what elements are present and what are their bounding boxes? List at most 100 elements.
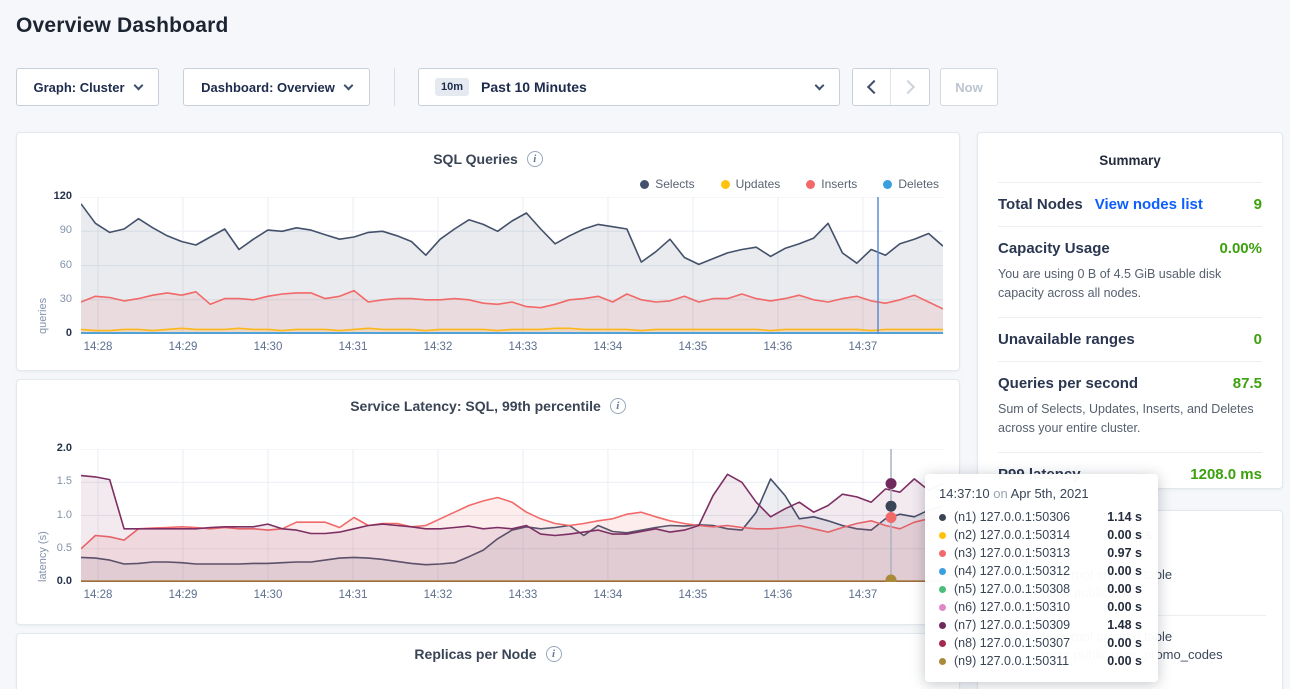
chevron-down-icon xyxy=(133,80,143,90)
chevron-down-icon xyxy=(343,80,353,90)
series-dot-icon xyxy=(939,658,946,665)
legend-item-updates[interactable]: Updates xyxy=(721,177,781,191)
series-dot-icon xyxy=(939,604,946,611)
tooltip-node-label: (n7) 127.0.0.1:50309 xyxy=(954,618,1070,632)
tooltip-node-value: 0.00 s xyxy=(1107,528,1144,542)
y-tick: 120 xyxy=(54,190,72,202)
graph-scope-dropdown[interactable]: Graph: Cluster xyxy=(16,68,159,106)
summary-row-qps: Queries per second 87.5 Sum of Selects, … xyxy=(998,361,1262,452)
chevron-right-icon xyxy=(901,80,915,94)
dashboard-label: Dashboard: Overview xyxy=(201,80,335,95)
y-tick: 0 xyxy=(66,327,72,339)
legend-dot-icon xyxy=(640,180,649,189)
x-tick: 14:31 xyxy=(339,341,368,353)
total-nodes-label: Total Nodes xyxy=(998,196,1083,213)
time-range-badge: 10m xyxy=(435,78,469,96)
legend-item-deletes[interactable]: Deletes xyxy=(883,177,939,191)
tooltip-row: (n1) 127.0.0.1:50306 1.14 s xyxy=(939,508,1144,526)
capacity-value: 0.00% xyxy=(1219,240,1262,257)
tooltip-row: (n4) 127.0.0.1:503120.00 s xyxy=(939,562,1144,580)
legend-item-inserts[interactable]: Inserts xyxy=(806,177,857,191)
tooltip-row: (n3) 127.0.0.1:503130.97 s xyxy=(939,544,1144,562)
prev-range-button[interactable] xyxy=(853,69,891,105)
y-tick: 90 xyxy=(60,224,72,236)
graph-scope-label: Graph: Cluster xyxy=(33,80,124,95)
tooltip-row: (n9) 127.0.0.1:503110.00 s xyxy=(939,652,1144,670)
view-nodes-list-link[interactable]: View nodes list xyxy=(1095,196,1203,213)
summary-row-unavailable-ranges: Unavailable ranges 0 xyxy=(998,317,1262,361)
x-tick: 14:35 xyxy=(679,341,708,353)
next-range-button[interactable] xyxy=(891,69,929,105)
x-tick: 14:30 xyxy=(254,341,283,353)
tooltip-node-label: (n6) 127.0.0.1:50310 xyxy=(954,600,1070,614)
x-tick: 14:35 xyxy=(679,589,708,601)
tooltip-node-value: 1.14 s xyxy=(1107,510,1144,524)
time-range-dropdown[interactable]: 10m Past 10 Minutes xyxy=(418,68,840,106)
y-tick: 0.5 xyxy=(57,542,72,554)
tooltip-timestamp: 14:37:10 on Apr 5th, 2021 xyxy=(939,486,1144,501)
tooltip-row: (n8) 127.0.0.1:503070.00 s xyxy=(939,634,1144,652)
tooltip-node-value: 0.00 s xyxy=(1107,582,1144,596)
qps-value: 87.5 xyxy=(1233,375,1262,392)
tooltip-row: (n6) 127.0.0.1:50310 0.00 s xyxy=(939,598,1144,616)
now-button[interactable]: Now xyxy=(940,68,998,106)
service-latency-panel: Service Latency: SQL, 99th percentile i … xyxy=(16,379,960,625)
x-tick: 14:31 xyxy=(339,589,368,601)
legend-dot-icon xyxy=(721,180,730,189)
capacity-description: You are using 0 B of 4.5 GiB usable disk… xyxy=(998,265,1262,304)
info-icon[interactable]: i xyxy=(546,646,562,662)
x-tick: 14:28 xyxy=(84,589,113,601)
x-tick: 14:33 xyxy=(509,589,538,601)
tooltip-node-label: (n5) 127.0.0.1:50308 xyxy=(954,582,1070,596)
summary-row-total-nodes: Total Nodes View nodes list 9 xyxy=(998,182,1262,226)
tooltip-on: on xyxy=(993,486,1007,501)
y-tick: 2.0 xyxy=(57,442,72,454)
qps-label: Queries per second xyxy=(998,375,1138,392)
legend-label: Deletes xyxy=(898,177,939,191)
tooltip-date: Apr 5th, 2021 xyxy=(1011,486,1089,501)
series-dot-icon xyxy=(939,586,946,593)
legend-label: Selects xyxy=(655,177,694,191)
legend-label: Updates xyxy=(736,177,781,191)
tooltip-row: (n7) 127.0.0.1:503091.48 s xyxy=(939,616,1144,634)
chart-legend: Selects Updates Inserts Deletes xyxy=(640,177,939,191)
summary-panel: Summary Total Nodes View nodes list 9 Ca… xyxy=(977,132,1283,489)
x-tick: 14:32 xyxy=(424,341,453,353)
divider xyxy=(394,68,395,106)
legend-item-selects[interactable]: Selects xyxy=(640,177,694,191)
tooltip-node-value: 0.00 s xyxy=(1107,654,1144,668)
info-icon[interactable]: i xyxy=(527,151,543,167)
legend-label: Inserts xyxy=(821,177,857,191)
dashboard-dropdown[interactable]: Dashboard: Overview xyxy=(183,68,370,106)
replicas-per-node-panel: Replicas per Node i xyxy=(16,633,960,689)
summary-row-capacity: Capacity Usage 0.00% You are using 0 B o… xyxy=(998,226,1262,317)
x-tick: 14:28 xyxy=(84,341,113,353)
x-tick: 14:32 xyxy=(424,589,453,601)
chart-hover-tooltip: 14:37:10 on Apr 5th, 2021 (n1) 127.0.0.1… xyxy=(925,474,1158,682)
tooltip-node-value: 0.00 s xyxy=(1107,636,1144,650)
service-latency-plot[interactable]: latency (s) 0.00.51.01.52.0 14:2814:2914… xyxy=(81,449,943,582)
x-tick: 14:33 xyxy=(509,341,538,353)
sql-queries-plot[interactable]: queries 0306090120 14:2814:2914:3014:311… xyxy=(81,197,943,334)
tooltip-node-label: (n1) 127.0.0.1:50306 xyxy=(954,510,1070,524)
sql-queries-panel: SQL Queries i Selects Updates Inserts Delet… xyxy=(16,132,960,371)
capacity-label: Capacity Usage xyxy=(998,240,1110,257)
summary-title: Summary xyxy=(998,149,1262,182)
tooltip-node-value: 0.00 s xyxy=(1107,600,1144,614)
x-tick: 14:34 xyxy=(594,341,623,353)
y-axis-ticks: 0.00.51.01.52.0 xyxy=(21,449,81,582)
chart-title-text: SQL Queries xyxy=(433,151,518,167)
chart-title: SQL Queries i xyxy=(17,151,959,167)
chart-title-text: Replicas per Node xyxy=(414,646,536,662)
tooltip-time: 14:37:10 xyxy=(939,486,990,501)
x-tick: 14:37 xyxy=(849,341,878,353)
y-tick: 1.0 xyxy=(57,509,72,521)
tooltip-rows: (n1) 127.0.0.1:503061.14 s(n2) 127.0.0.1… xyxy=(939,508,1144,670)
tooltip-node-label: (n4) 127.0.0.1:50312 xyxy=(954,564,1070,578)
y-axis-ticks: 0306090120 xyxy=(21,197,81,334)
y-tick: 0.0 xyxy=(57,575,72,587)
legend-dot-icon xyxy=(883,180,892,189)
page-title: Overview Dashboard xyxy=(16,14,229,38)
info-icon[interactable]: i xyxy=(610,398,626,414)
x-tick: 14:30 xyxy=(254,589,283,601)
